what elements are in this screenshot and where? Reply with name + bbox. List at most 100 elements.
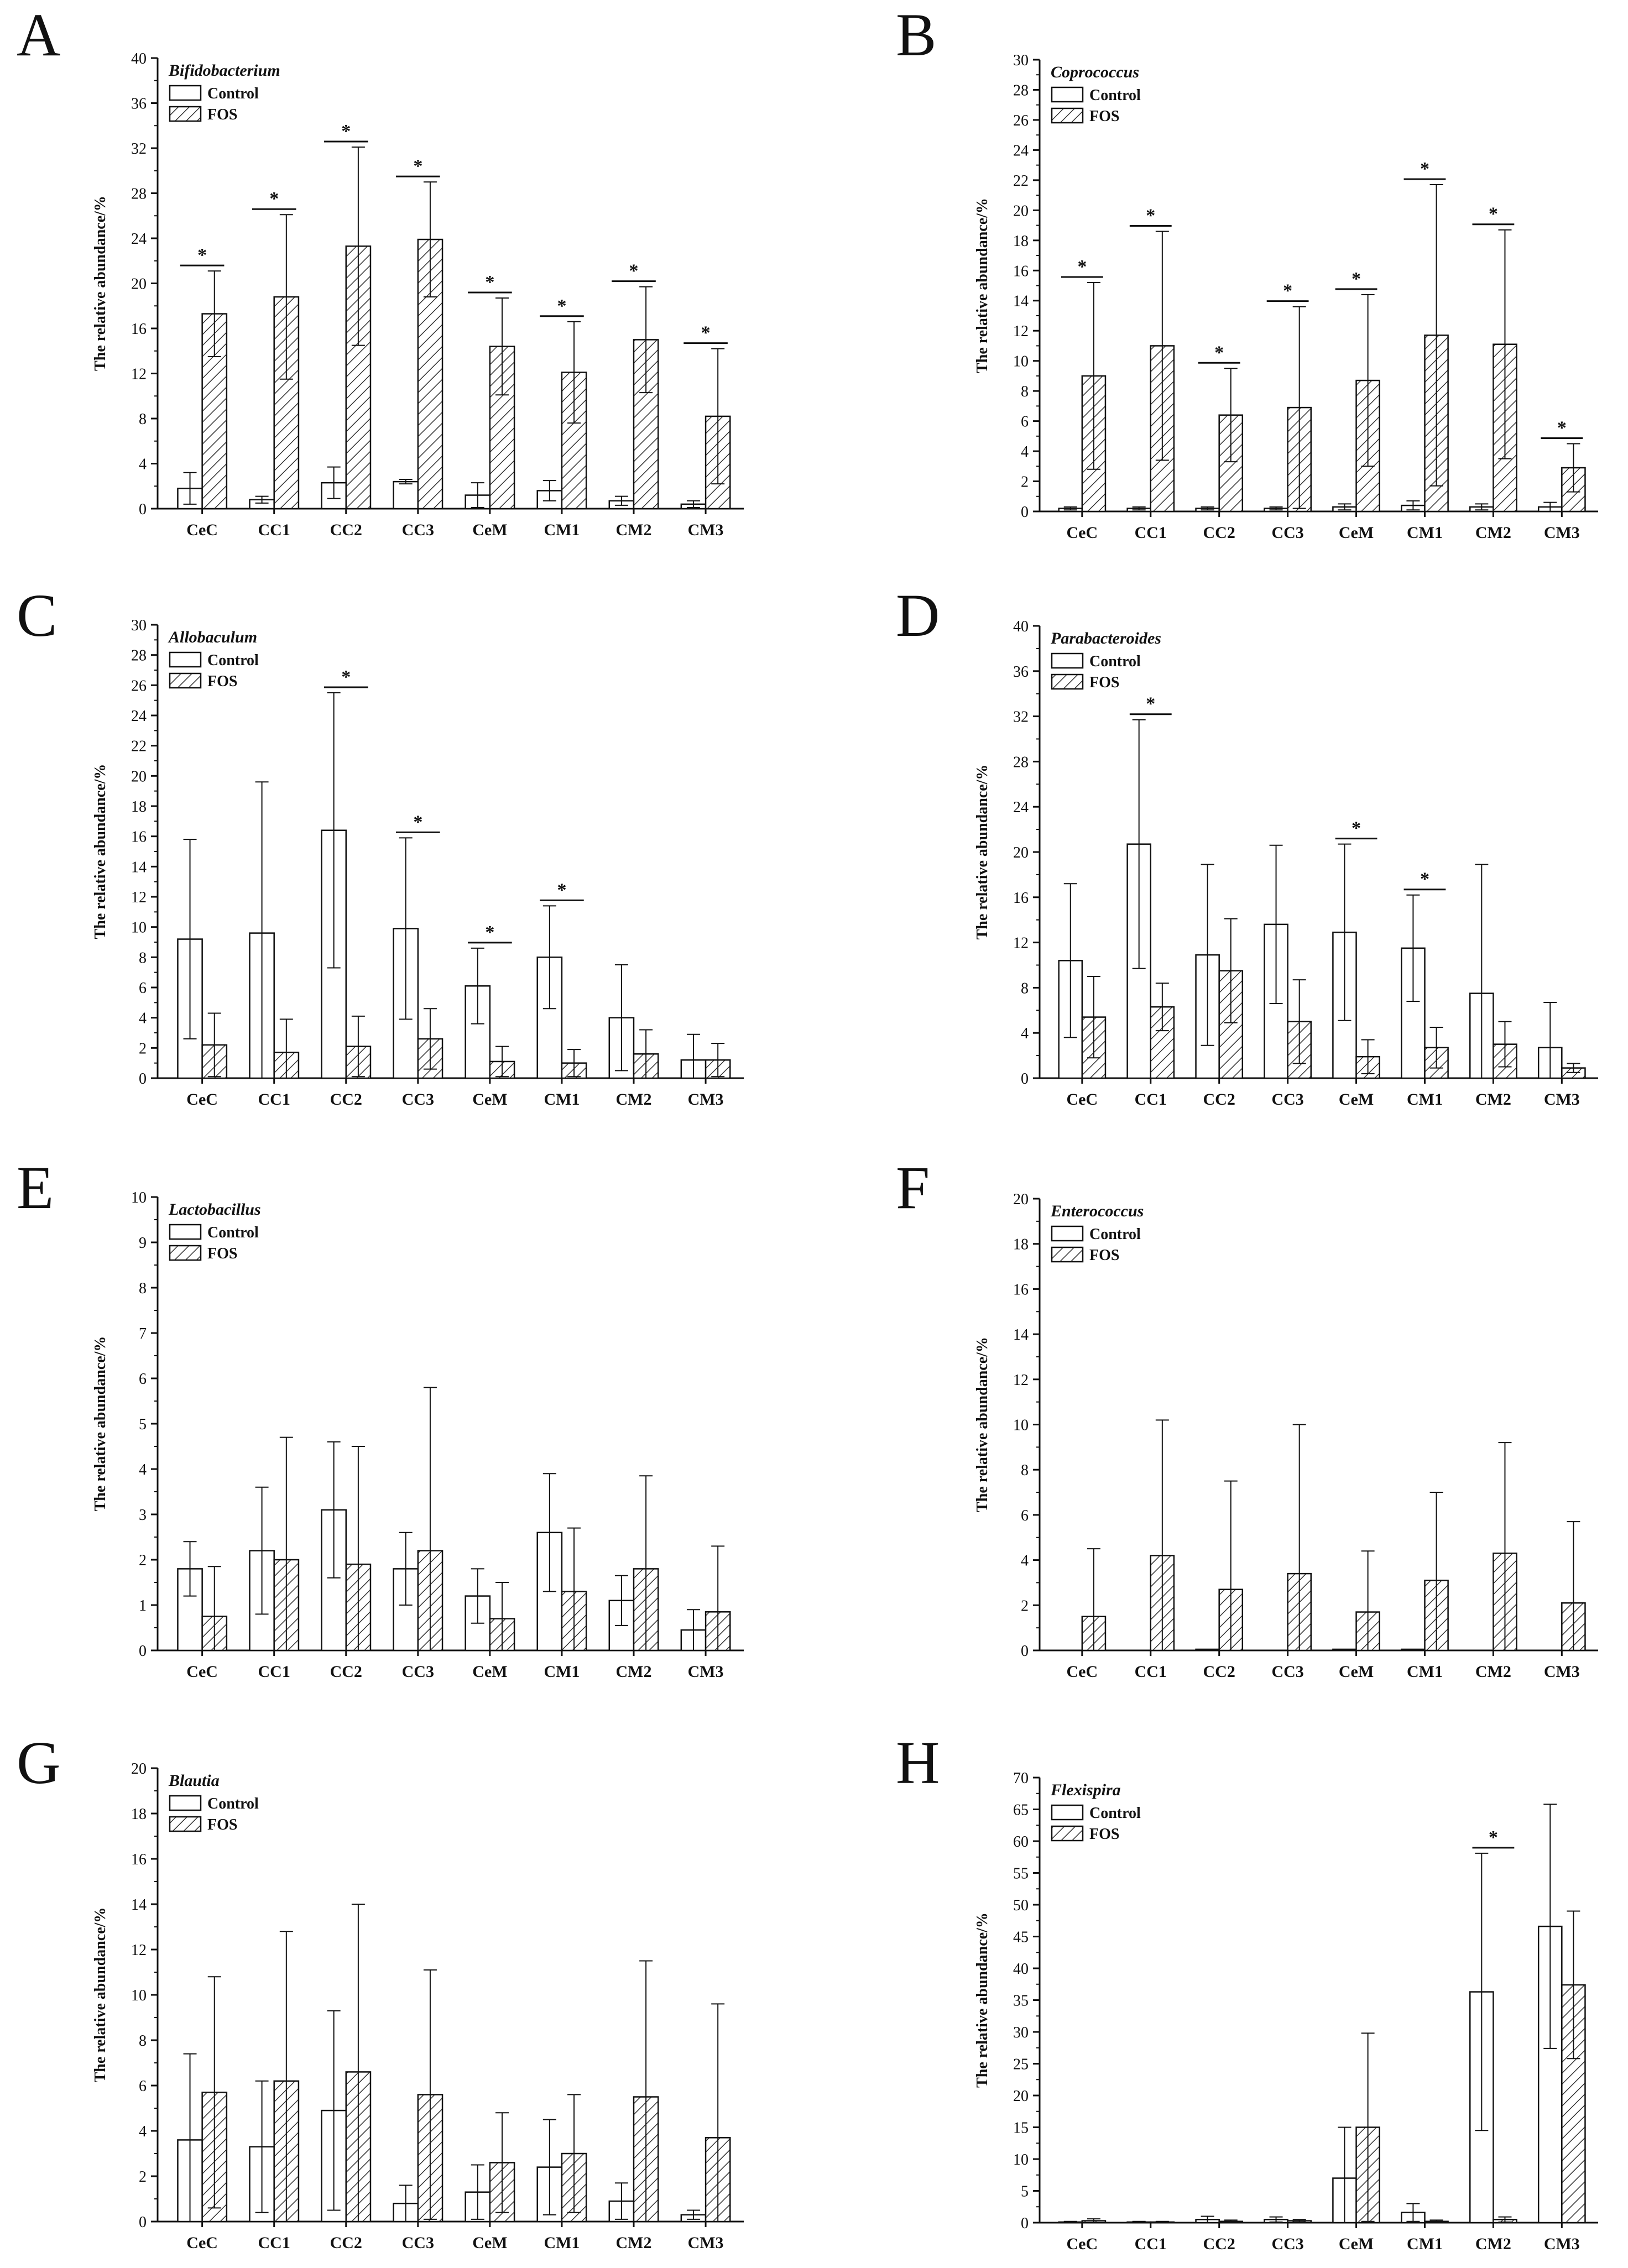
x-tick-label: CM1 bbox=[1407, 524, 1443, 542]
y-tick-label: 12 bbox=[1013, 935, 1029, 952]
x-tick-label: CM3 bbox=[1544, 1090, 1580, 1109]
x-tick-label: CM3 bbox=[688, 1090, 724, 1109]
panel-letter: A bbox=[17, 1, 60, 69]
y-tick-label: 28 bbox=[131, 186, 147, 203]
chart-title: Enterococcus bbox=[1050, 1202, 1144, 1220]
y-tick-label: 26 bbox=[131, 677, 147, 694]
legend-swatch-fos bbox=[1051, 107, 1084, 124]
x-tick-label: CC2 bbox=[1203, 1090, 1235, 1109]
panel-h: H 0 5 10 15 20 25 30 35 40 45 50 55 60 65 70 The relativ… bbox=[896, 1729, 1598, 2253]
y-tick-label: 0 bbox=[139, 501, 147, 518]
y-tick-label: 32 bbox=[131, 140, 147, 158]
significance-star: * bbox=[269, 189, 279, 209]
y-tick-label: 16 bbox=[1013, 890, 1029, 907]
x-tick-label: CC3 bbox=[1271, 2235, 1303, 2253]
legend-swatch-control bbox=[169, 85, 202, 101]
x-tick-label: CM2 bbox=[1475, 2235, 1511, 2253]
y-tick-label: 25 bbox=[1013, 2056, 1029, 2073]
y-tick-label: 40 bbox=[1013, 618, 1029, 635]
x-tick-label: CeC bbox=[186, 1663, 218, 1681]
y-tick-label: 20 bbox=[1013, 202, 1029, 220]
y-tick-label: 10 bbox=[131, 1987, 147, 2004]
x-tick-label: CM3 bbox=[688, 1663, 724, 1681]
y-tick-label: 0 bbox=[1021, 504, 1029, 521]
x-tick-label: CeC bbox=[186, 1090, 218, 1109]
y-axis-title: The relative abundance/% bbox=[92, 764, 109, 939]
x-tick-label: CC3 bbox=[1271, 1663, 1303, 1681]
x-tick-label: CM1 bbox=[544, 521, 580, 539]
legend-label-fos: FOS bbox=[207, 1816, 237, 1833]
y-tick-label: 7 bbox=[139, 1325, 147, 1342]
legend-swatch-fos bbox=[1051, 1825, 1084, 1842]
legend-label-fos: FOS bbox=[1089, 1247, 1119, 1264]
x-tick-label: CM3 bbox=[688, 2234, 724, 2252]
x-tick-label: CM2 bbox=[1475, 1090, 1511, 1109]
x-tick-label: CC1 bbox=[1135, 2235, 1167, 2253]
legend-label-control: Control bbox=[1089, 87, 1141, 104]
significance-star: * bbox=[1146, 205, 1155, 226]
y-tick-label: 45 bbox=[1013, 1929, 1029, 1946]
legend-swatch-fos bbox=[169, 1245, 202, 1261]
x-tick-label: CM1 bbox=[544, 2234, 580, 2252]
x-tick-label: CeC bbox=[186, 2234, 218, 2252]
y-axis-title: The relative abundance/% bbox=[974, 198, 991, 373]
y-tick-label: 12 bbox=[1013, 323, 1029, 340]
panel-letter: D bbox=[896, 582, 940, 649]
legend-swatch-control bbox=[1051, 1225, 1084, 1242]
y-tick-label: 8 bbox=[1021, 1462, 1029, 1479]
x-tick-label: CC2 bbox=[1203, 524, 1235, 542]
x-tick-label: CC1 bbox=[258, 1663, 290, 1681]
panel-g: G 0 2 4 6 8 10 12 14 16 18 20 The relative abundance… bbox=[17, 1729, 744, 2252]
chart-title: Bifidobacterium bbox=[168, 61, 280, 80]
x-tick-label: CC2 bbox=[330, 1663, 362, 1681]
x-tick-label: CM2 bbox=[616, 2234, 652, 2252]
x-tick-label: CeM bbox=[1339, 2235, 1374, 2253]
y-tick-label: 28 bbox=[131, 647, 147, 665]
y-tick-label: 0 bbox=[1021, 2215, 1029, 2232]
x-tick-label: CM3 bbox=[688, 521, 724, 539]
legend-label-control: Control bbox=[1089, 653, 1141, 670]
legend-swatch-control bbox=[169, 1795, 202, 1811]
x-tick-label: CM1 bbox=[1407, 1663, 1443, 1681]
x-tick-label: CeM bbox=[472, 521, 507, 539]
x-tick-label: CC2 bbox=[1203, 1663, 1235, 1681]
y-tick-label: 26 bbox=[1013, 112, 1029, 129]
y-tick-label: 55 bbox=[1013, 1865, 1029, 1883]
legend-label-control: Control bbox=[1089, 1805, 1141, 1822]
y-tick-label: 2 bbox=[139, 1552, 147, 1569]
x-tick-label: CC3 bbox=[402, 521, 434, 539]
bar-control bbox=[1195, 1648, 1220, 1652]
legend-label-control: Control bbox=[207, 652, 259, 669]
y-tick-label: 18 bbox=[1013, 1236, 1029, 1253]
significance-star: * bbox=[1420, 869, 1429, 890]
y-tick-label: 6 bbox=[139, 2078, 147, 2095]
y-tick-label: 20 bbox=[1013, 1191, 1029, 1208]
x-tick-label: CM2 bbox=[616, 521, 652, 539]
significance-star: * bbox=[1420, 159, 1429, 179]
y-tick-label: 5 bbox=[1021, 2183, 1029, 2201]
significance-star: * bbox=[557, 296, 566, 316]
y-tick-label: 6 bbox=[1021, 1507, 1029, 1524]
y-tick-label: 18 bbox=[131, 798, 147, 816]
x-tick-label: CC3 bbox=[1271, 524, 1303, 542]
panel-f: F 0 2 4 6 8 10 12 14 16 18 20 The relative abundance… bbox=[896, 1154, 1598, 1681]
x-tick-label: CeC bbox=[1067, 1090, 1098, 1109]
y-axis-title: The relative abundance/% bbox=[92, 1908, 109, 2083]
y-tick-label: 14 bbox=[1013, 1326, 1029, 1344]
x-tick-label: CC1 bbox=[258, 2234, 290, 2252]
x-tick-label: CC2 bbox=[330, 2234, 362, 2252]
significance-star: * bbox=[341, 667, 351, 687]
x-tick-label: CeM bbox=[1339, 1090, 1374, 1109]
panel-letter: H bbox=[896, 1729, 940, 1796]
y-tick-label: 36 bbox=[1013, 663, 1029, 681]
panel-letter: C bbox=[17, 582, 57, 649]
x-tick-label: CeM bbox=[472, 2234, 507, 2252]
y-tick-label: 30 bbox=[131, 617, 147, 634]
significance-star: * bbox=[1214, 342, 1224, 363]
y-axis-title: The relative abundance/% bbox=[92, 1336, 109, 1512]
y-tick-label: 2 bbox=[1021, 1597, 1029, 1614]
legend-label-control: Control bbox=[207, 1795, 259, 1812]
panel-d: D 0 4 8 12 16 20 24 28 32 36 40 The relative abundan… bbox=[896, 582, 1598, 1109]
legend-swatch-fos bbox=[169, 672, 202, 689]
